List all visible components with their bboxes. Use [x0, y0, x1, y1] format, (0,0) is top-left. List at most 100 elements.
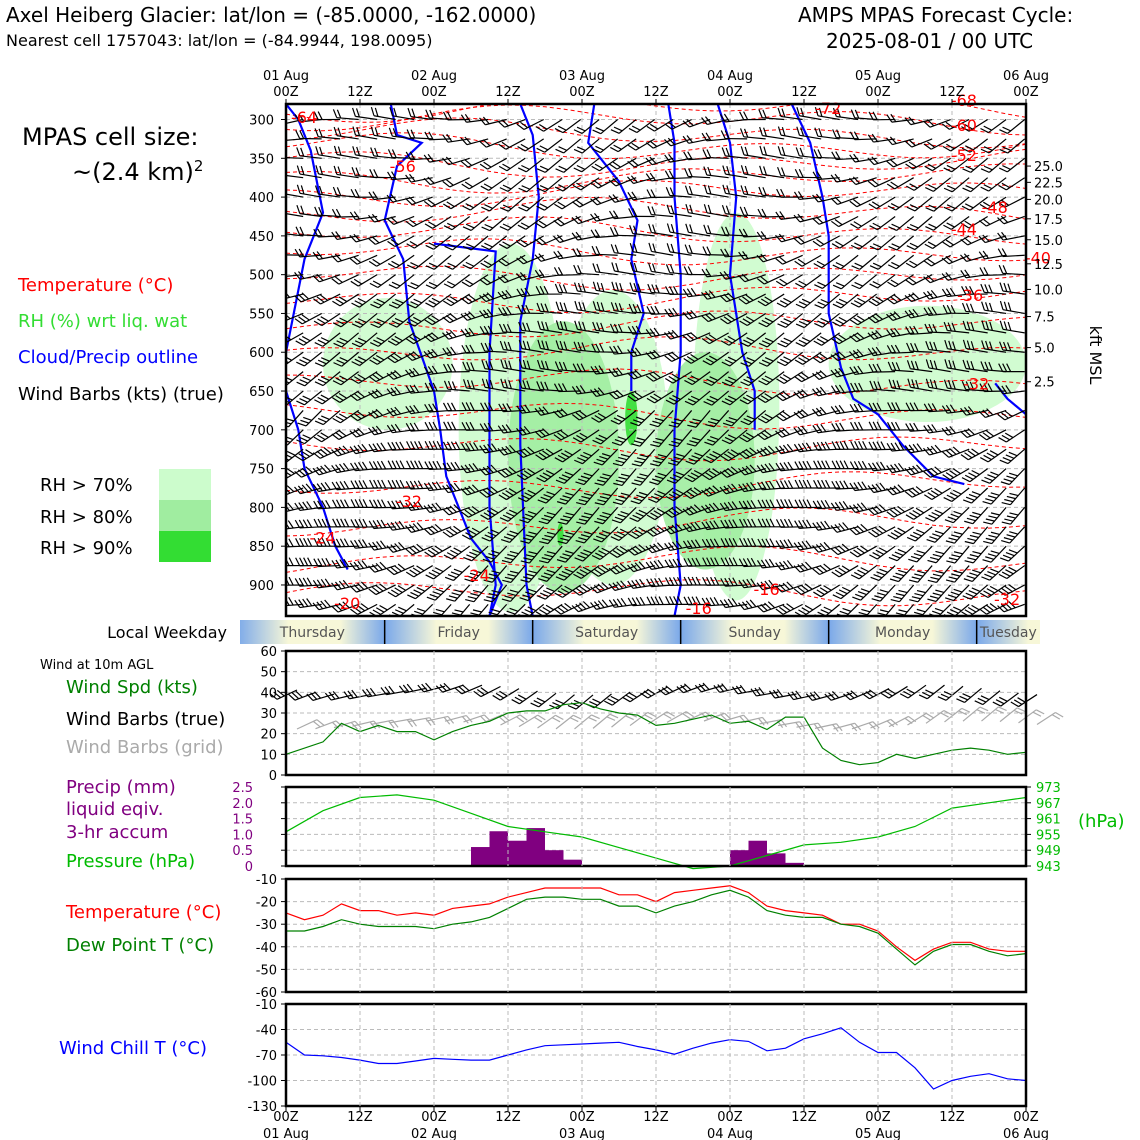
barb-feather — [447, 262, 457, 268]
barb-staff — [820, 235, 840, 247]
barb-feather — [314, 341, 324, 347]
profile-wind-barb — [424, 545, 452, 558]
barb-feather — [839, 480, 845, 489]
barb-feather — [337, 166, 342, 176]
barb-feather — [386, 424, 393, 434]
barb-feather — [506, 306, 512, 315]
barb-feather — [872, 441, 878, 450]
barb-feather — [460, 297, 469, 305]
barb-feather — [391, 500, 397, 509]
barb-feather — [445, 506, 454, 514]
barb-feather — [405, 525, 412, 533]
profile-wind-barb — [904, 116, 933, 126]
barb-staff — [286, 192, 304, 198]
barb-feather — [488, 553, 498, 557]
barb-feather — [483, 579, 493, 583]
barb-feather — [281, 577, 285, 585]
barb-feather — [394, 543, 402, 551]
profile-wind-barb — [481, 526, 508, 542]
profile-wind-barb — [286, 371, 304, 387]
profile-wind-barb — [387, 479, 415, 489]
profile-content — [276, 104, 1026, 616]
profile-wind-barb — [442, 329, 470, 340]
profile-wind-barb — [685, 203, 711, 218]
profile-wind-barb — [368, 561, 396, 573]
barb-feather — [294, 455, 304, 462]
barb-feather — [306, 519, 313, 528]
barb-feather — [313, 436, 322, 443]
barb-feather — [316, 466, 324, 475]
barb-feather — [321, 537, 327, 547]
barb-feather — [763, 166, 767, 176]
profile-wind-barb — [331, 208, 359, 218]
barb-staff — [286, 506, 304, 514]
barb-feather — [276, 505, 282, 514]
barb-feather — [431, 481, 438, 490]
barb-feather — [276, 292, 282, 301]
barb-staff — [820, 584, 840, 598]
barb-feather — [338, 430, 347, 437]
profile-wind-barb — [386, 370, 415, 380]
barb-feather — [321, 415, 330, 420]
barb-feather — [639, 596, 646, 606]
barb-feather — [469, 402, 475, 411]
profile-wind-barb — [467, 603, 489, 616]
profile-wind-barb — [443, 216, 471, 231]
barb-feather — [375, 585, 384, 592]
barb-feather — [465, 223, 475, 229]
barb-feather — [316, 296, 325, 303]
temperature-contour — [286, 216, 1026, 245]
profile-wind-barb — [775, 560, 803, 571]
barb-feather — [368, 191, 375, 200]
barb-feather — [391, 320, 401, 326]
profile-wind-barb — [925, 216, 952, 231]
barb-staff — [286, 274, 304, 278]
cloud-outline — [286, 390, 349, 571]
barb-feather — [296, 381, 306, 387]
barb-feather — [688, 186, 693, 195]
barb-feather — [370, 147, 375, 157]
profile-wind-barb — [462, 216, 489, 231]
barb-feather — [408, 546, 417, 554]
profile-wind-barb — [331, 390, 359, 403]
barb-feather — [294, 295, 302, 303]
profile-wind-barb — [423, 153, 452, 163]
barb-feather — [558, 284, 564, 293]
barb-feather — [354, 188, 360, 198]
profile-wind-barb — [927, 584, 952, 603]
profile-wind-barb — [423, 348, 452, 359]
barb-feather — [501, 258, 510, 265]
barb-feather — [850, 440, 856, 450]
barb-feather — [472, 569, 482, 574]
profile-wind-barb — [499, 177, 526, 192]
barb-feather — [394, 565, 402, 572]
barb-feather — [370, 303, 379, 309]
profile-wind-barb — [389, 107, 415, 121]
profile-wind-barb — [368, 191, 396, 201]
profile-wind-barb — [479, 157, 507, 170]
barb-staff — [302, 448, 322, 462]
barb-feather — [288, 597, 294, 606]
barb-feather — [425, 574, 434, 580]
barb-feather — [312, 467, 320, 476]
barb-feather — [412, 545, 421, 553]
barb-feather — [298, 316, 307, 323]
barb-feather — [399, 460, 405, 469]
barb-feather — [295, 226, 301, 236]
barb-feather — [648, 262, 652, 272]
barb-feather — [297, 485, 305, 494]
barb-feather — [453, 547, 462, 553]
barb-feather — [444, 245, 453, 251]
barb-feather — [497, 276, 506, 284]
barb-staff — [689, 118, 711, 128]
barb-feather — [349, 394, 358, 401]
barb-feather — [713, 597, 720, 606]
barb-staff — [614, 234, 637, 237]
profile-wind-barb — [795, 293, 822, 309]
profile-wind-barb — [479, 138, 507, 148]
barb-feather — [373, 301, 382, 306]
barb-feather — [351, 342, 361, 348]
barb-feather — [413, 316, 422, 323]
barb-feather — [394, 609, 404, 614]
profile-wind-barb — [406, 312, 434, 327]
